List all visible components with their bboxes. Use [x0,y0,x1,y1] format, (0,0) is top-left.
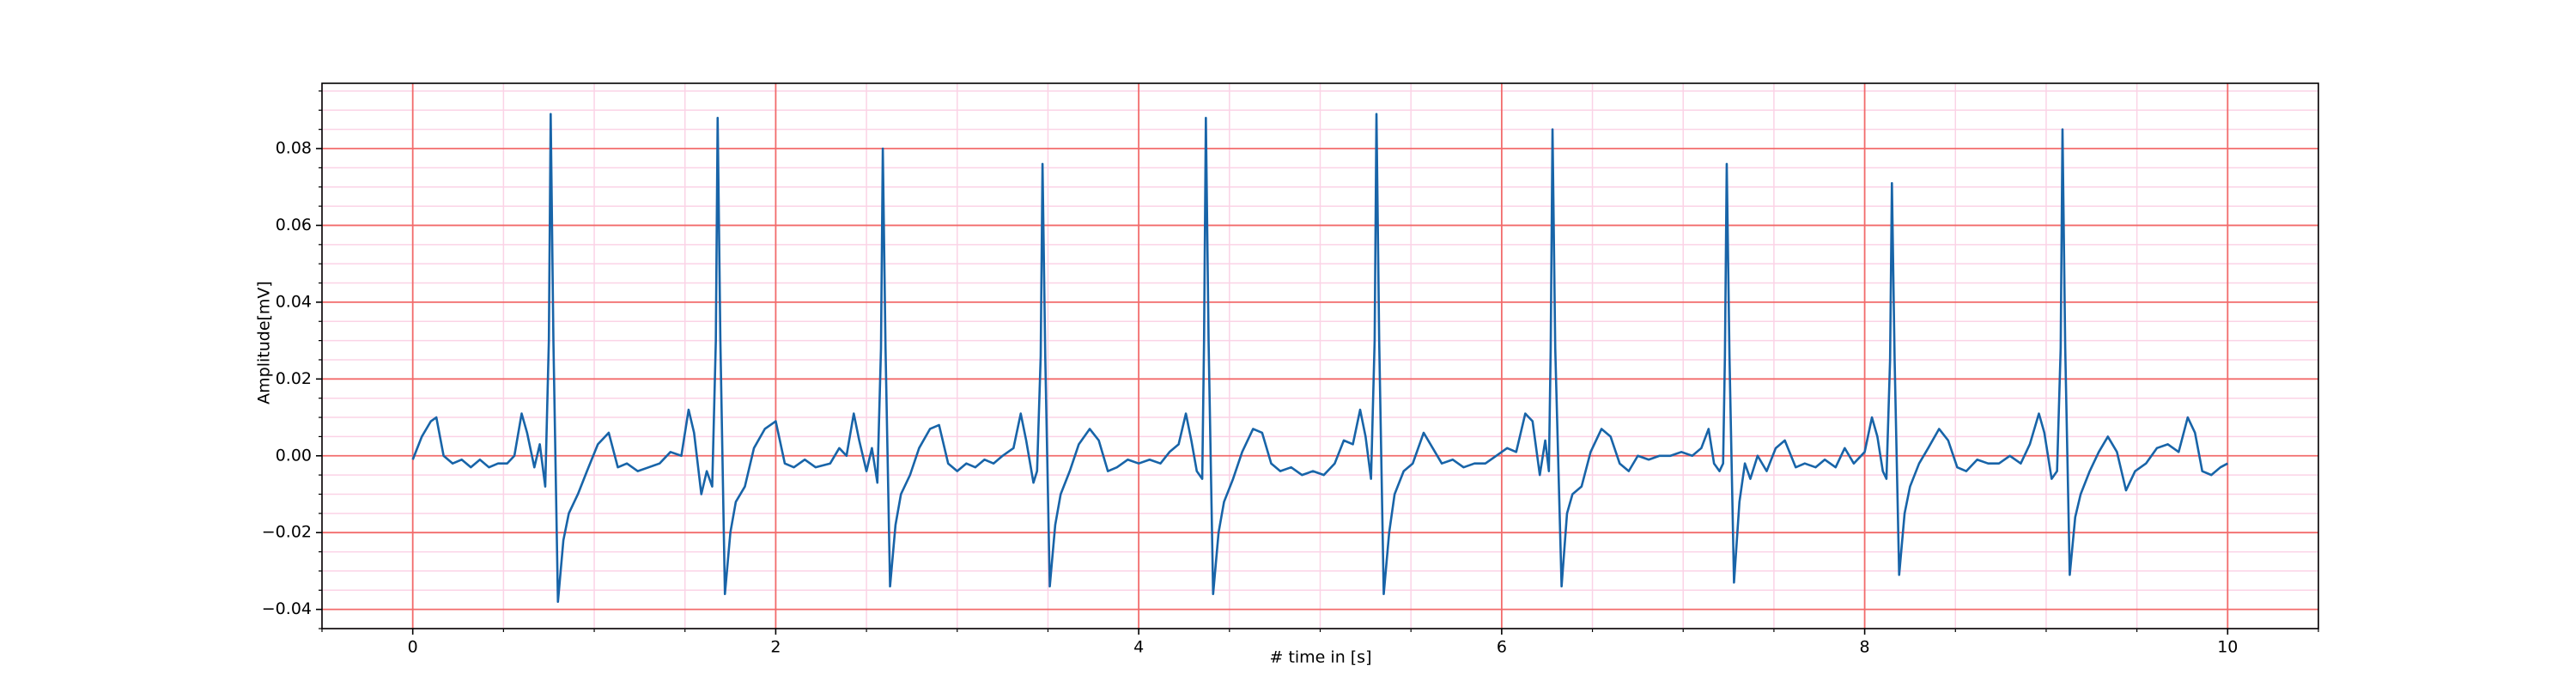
y-tick-label: −0.04 [262,599,312,618]
y-tick-label: 0.06 [276,216,312,234]
x-tick-label: 0 [408,638,418,657]
y-tick-label: 0.04 [276,292,312,311]
y-tick-label: −0.02 [262,523,312,542]
x-axis-label: # time in [s] [1269,648,1371,667]
x-tick-label: 2 [770,638,781,657]
y-tick-label: 0.00 [276,446,312,465]
x-tick-label: 10 [2217,638,2238,657]
y-axis-label: Amplitude[mV] [255,281,274,404]
y-tick-label: 0.08 [276,139,312,158]
x-tick-label: 8 [1860,638,1870,657]
y-tick-label: 0.02 [276,369,312,388]
x-tick-label: 4 [1133,638,1144,657]
x-tick-label: 6 [1497,638,1507,657]
plot-frame [321,82,2319,629]
ecg-line [411,112,2228,603]
